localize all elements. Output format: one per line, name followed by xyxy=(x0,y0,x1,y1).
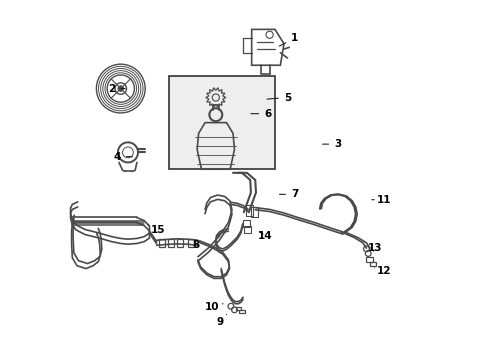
Text: 14: 14 xyxy=(258,231,272,240)
Text: 10: 10 xyxy=(204,302,223,312)
Text: 7: 7 xyxy=(279,189,298,199)
Bar xyxy=(369,262,375,266)
Text: 11: 11 xyxy=(371,195,391,205)
Circle shape xyxy=(118,86,123,91)
Text: 2: 2 xyxy=(108,84,125,94)
Bar xyxy=(177,239,183,247)
Text: 1: 1 xyxy=(279,33,298,46)
Bar xyxy=(366,257,372,262)
Text: 4: 4 xyxy=(113,152,132,162)
Bar xyxy=(187,239,193,247)
Text: 15: 15 xyxy=(147,225,165,235)
Text: 9: 9 xyxy=(216,315,226,327)
Text: 6: 6 xyxy=(250,109,271,119)
Bar xyxy=(168,239,174,247)
Bar xyxy=(239,310,244,314)
Bar xyxy=(159,239,164,247)
Bar xyxy=(242,220,249,227)
Text: 13: 13 xyxy=(367,243,382,253)
Bar xyxy=(250,207,258,217)
Text: 5: 5 xyxy=(266,93,290,103)
Text: 3: 3 xyxy=(322,139,341,149)
Bar xyxy=(235,307,241,310)
Bar xyxy=(169,76,274,169)
Text: 8: 8 xyxy=(192,239,199,249)
Bar xyxy=(244,226,250,233)
Bar xyxy=(246,206,253,216)
Text: 12: 12 xyxy=(373,266,391,276)
